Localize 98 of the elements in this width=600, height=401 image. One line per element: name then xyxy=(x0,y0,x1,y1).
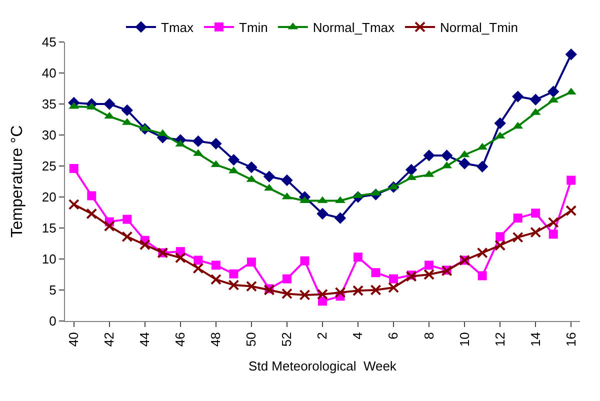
point xyxy=(388,282,400,294)
point xyxy=(139,239,150,250)
point xyxy=(531,208,540,218)
point xyxy=(122,214,132,224)
point xyxy=(424,260,434,270)
point xyxy=(68,198,80,210)
x-tick-label: 42 xyxy=(102,332,117,347)
point xyxy=(281,174,293,186)
point xyxy=(69,164,78,173)
point xyxy=(548,216,559,228)
y-tick-label: 35 xyxy=(42,96,56,112)
x-tick-label: 40 xyxy=(66,332,82,347)
y-tick-label: 0 xyxy=(49,314,56,329)
x-axis-title: Std Meteorological Week xyxy=(248,358,397,374)
point xyxy=(229,269,238,278)
point xyxy=(512,232,524,243)
point xyxy=(565,48,577,60)
point xyxy=(566,176,576,185)
point xyxy=(478,271,487,280)
y-tick-label: 5 xyxy=(49,282,56,298)
y-tick-label: 40 xyxy=(42,66,56,81)
point xyxy=(548,86,560,98)
point xyxy=(228,280,240,291)
x-tick-label: 6 xyxy=(386,332,401,340)
point xyxy=(210,274,222,285)
point xyxy=(299,289,310,300)
legend-label: Tmin xyxy=(239,20,268,36)
point xyxy=(121,104,134,116)
point xyxy=(354,252,363,262)
point xyxy=(211,260,220,270)
legend-label: Normal_Tmin xyxy=(440,20,518,36)
x-tick-label: 44 xyxy=(137,332,152,347)
y-tick-label: 15 xyxy=(42,220,56,236)
y-tick-label: 30 xyxy=(42,128,56,143)
point xyxy=(476,247,488,258)
point xyxy=(104,220,115,232)
point xyxy=(264,184,274,191)
x-tick-label: 4 xyxy=(350,332,366,340)
x-tick-label: 46 xyxy=(172,332,188,347)
y-axis-title: Temperature °C xyxy=(8,125,26,238)
legend-label: Tmax xyxy=(161,20,194,36)
x-tick-label: 12 xyxy=(492,332,508,347)
point xyxy=(548,230,558,239)
point xyxy=(317,288,328,300)
x-tick-label: 14 xyxy=(528,332,543,347)
point xyxy=(494,117,506,130)
point xyxy=(174,252,186,264)
point xyxy=(300,256,310,266)
point xyxy=(87,191,96,200)
point xyxy=(334,212,346,224)
point xyxy=(334,286,346,298)
point xyxy=(513,214,522,223)
x-tick-label: 2 xyxy=(314,332,330,340)
point xyxy=(263,170,276,182)
point xyxy=(246,280,257,292)
x-tick-label: 50 xyxy=(244,332,259,347)
point xyxy=(228,154,240,166)
point xyxy=(122,231,133,242)
point xyxy=(424,269,435,280)
point xyxy=(370,284,382,296)
x-tick-label: 10 xyxy=(456,332,472,347)
legend-label: Normal_Tmax xyxy=(312,20,396,36)
x-tick-label: 16 xyxy=(563,332,578,347)
x-tick-label: 48 xyxy=(208,332,224,347)
point xyxy=(228,166,239,174)
point xyxy=(494,240,506,251)
point xyxy=(530,94,542,106)
y-tick-label: 20 xyxy=(42,190,56,205)
point xyxy=(476,160,488,172)
point xyxy=(458,158,470,170)
point xyxy=(370,188,381,196)
point xyxy=(104,98,116,110)
point xyxy=(423,150,435,162)
point xyxy=(246,258,256,267)
point xyxy=(512,90,524,102)
point xyxy=(210,138,222,150)
point xyxy=(352,285,364,296)
point xyxy=(440,150,453,162)
y-tick-label: 45 xyxy=(42,34,56,50)
x-tick-label: 52 xyxy=(279,332,294,347)
point xyxy=(530,226,542,238)
point xyxy=(192,262,204,274)
point xyxy=(566,205,577,216)
x-tick-label: 8 xyxy=(421,332,436,340)
point xyxy=(406,173,416,180)
point xyxy=(246,161,258,174)
y-tick-label: 10 xyxy=(42,252,56,267)
point xyxy=(405,164,418,176)
point xyxy=(281,288,292,300)
point xyxy=(192,135,204,148)
point xyxy=(282,274,292,284)
point xyxy=(371,268,380,278)
point xyxy=(316,208,328,220)
y-tick-label: 25 xyxy=(42,158,56,174)
point xyxy=(496,232,505,242)
point xyxy=(389,274,398,284)
point xyxy=(194,256,203,265)
point xyxy=(86,208,98,220)
